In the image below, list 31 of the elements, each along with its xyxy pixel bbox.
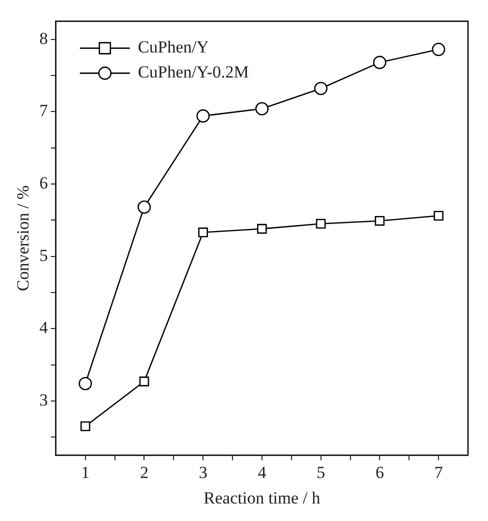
point <box>255 102 269 116</box>
x-tick-label: 4 <box>258 462 267 482</box>
point <box>314 82 328 96</box>
point <box>138 200 151 214</box>
legend-label: CuPhen/Y <box>138 38 209 57</box>
point <box>198 228 208 238</box>
point <box>434 210 444 221</box>
y-tick-label: 6 <box>39 173 48 192</box>
point <box>373 56 386 70</box>
y-tick-label: 5 <box>39 246 48 265</box>
point <box>432 42 446 56</box>
point <box>196 109 210 123</box>
y-tick-label: 3 <box>39 390 48 410</box>
point <box>139 376 150 386</box>
point <box>374 216 385 226</box>
y-tick-label: 7 <box>39 101 48 120</box>
x-tick-label: 6 <box>375 462 384 482</box>
x-tick-label: 2 <box>140 462 148 482</box>
y-tick-label: 8 <box>39 28 48 48</box>
x-tick-label: 3 <box>198 462 208 482</box>
y-axis-title: Conversion / % <box>14 185 33 292</box>
x-tick-label: 7 <box>434 462 444 482</box>
point <box>80 421 90 432</box>
x-tick-label: 1 <box>81 462 90 482</box>
point <box>78 376 92 390</box>
point <box>257 224 267 234</box>
point <box>316 218 326 229</box>
legend-label: CuPhen/Y-0.2M <box>138 62 249 82</box>
x-tick-label: 5 <box>316 462 326 482</box>
x-axis-title: Reaction time / h <box>204 488 321 508</box>
y-tick-label: 4 <box>39 318 48 338</box>
